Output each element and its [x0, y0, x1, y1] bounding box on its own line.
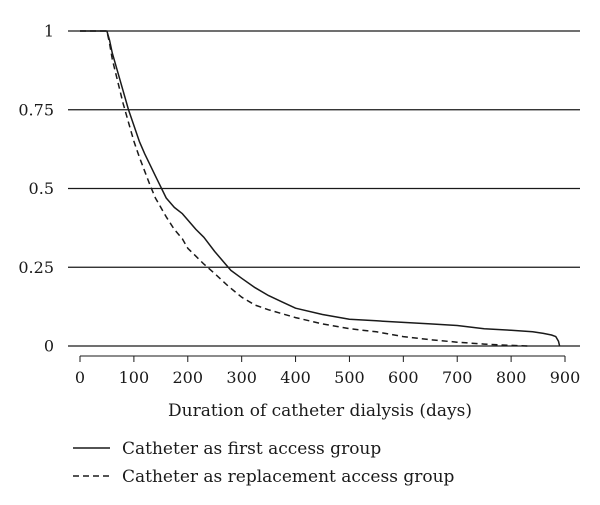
x-tick-label: 0 — [75, 368, 85, 387]
series-line-replacement-access — [80, 30, 528, 347]
y-tick-label: 1 — [44, 22, 54, 41]
x-axis-title: Duration of catheter dialysis (days) — [168, 401, 472, 421]
x-tick-label: 500 — [334, 368, 365, 387]
x-tick-label: 100 — [119, 368, 150, 387]
legend-label-first-access: Catheter as first access group — [122, 439, 381, 459]
x-tick-label: 900 — [550, 368, 581, 387]
x-tick-label: 600 — [388, 368, 419, 387]
x-axis: 0 100 200 300 400 500 600 700 800 900 — [75, 355, 581, 387]
x-tick-label: 200 — [173, 368, 204, 387]
x-tick-label: 700 — [442, 368, 473, 387]
x-tick-label: 800 — [496, 368, 527, 387]
y-tick-label: 0.5 — [29, 179, 54, 198]
series-line-first-access — [80, 30, 561, 347]
y-axis: 0 0.25 0.5 0.75 1 — [18, 22, 54, 356]
gridlines — [68, 30, 580, 347]
y-tick-label: 0 — [44, 337, 54, 356]
y-tick-label: 0.25 — [18, 258, 54, 277]
series-lines — [80, 30, 561, 347]
y-tick-label: 0.75 — [18, 100, 54, 119]
x-tick-label: 300 — [226, 368, 257, 387]
x-tick-label: 400 — [280, 368, 311, 387]
legend-label-replacement-access: Catheter as replacement access group — [122, 467, 455, 487]
legend: Catheter as first access group Catheter … — [73, 439, 455, 487]
